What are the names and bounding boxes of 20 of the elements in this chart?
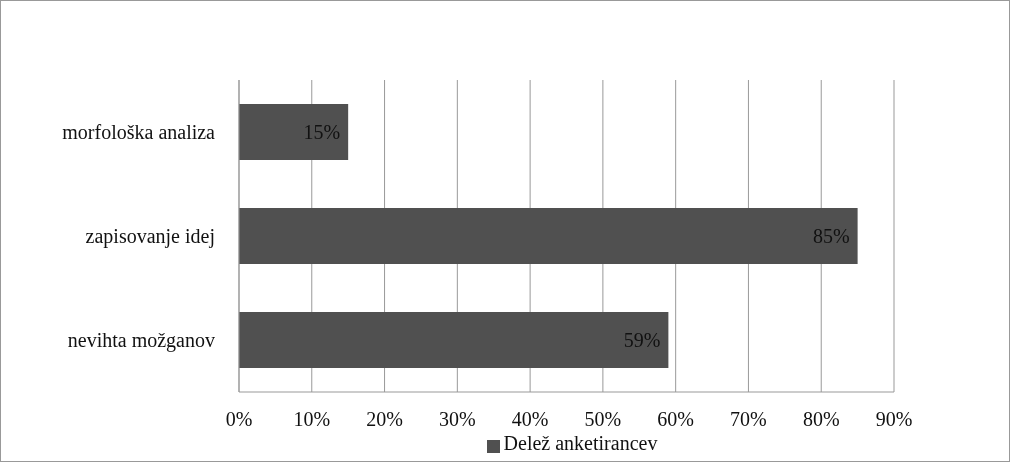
- x-tick-label: 70%: [730, 408, 767, 431]
- x-tick-label: 60%: [657, 408, 694, 431]
- y-tick-label: zapisovanje idej: [85, 225, 215, 249]
- y-tick-label: nevihta možganov: [67, 329, 215, 353]
- bar: [239, 104, 349, 160]
- legend-label: Delež anketirancev: [503, 432, 658, 454]
- data-label: 85%: [812, 225, 850, 247]
- x-tick-label: 30%: [439, 408, 476, 431]
- x-tick-label: 80%: [802, 408, 840, 431]
- data-label: 59%: [623, 329, 661, 351]
- y-tick-label: morfološka analiza: [62, 121, 216, 144]
- x-tick-label: 20%: [366, 408, 403, 431]
- x-tick-label: 90%: [875, 408, 913, 431]
- bar: [239, 208, 858, 264]
- x-tick-label: 10%: [293, 408, 331, 431]
- x-tick-label: 50%: [584, 408, 622, 431]
- x-tick-label: 40%: [511, 408, 549, 431]
- bar: [239, 312, 669, 368]
- x-tick-label: 0%: [225, 408, 253, 431]
- data-label: 15%: [303, 121, 341, 143]
